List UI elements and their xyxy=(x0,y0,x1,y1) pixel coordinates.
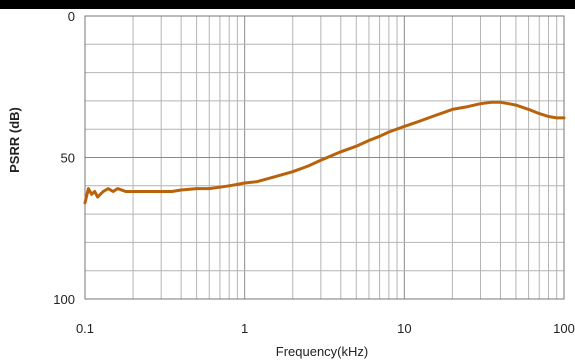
plot-frame xyxy=(84,15,565,300)
x-axis-label: Frequency(kHz) xyxy=(276,344,368,359)
psrr-series-line xyxy=(83,100,566,205)
top-border-bar xyxy=(0,0,575,9)
tick-labels: 0.1 1 10 100 0 50 100 xyxy=(53,9,575,336)
grid xyxy=(84,15,565,300)
y-tick-label: 0 xyxy=(68,9,75,24)
x-tick-label: 1 xyxy=(241,321,248,336)
series-group xyxy=(83,100,566,205)
y-tick-label: 100 xyxy=(53,292,75,307)
x-tick-label: 100 xyxy=(553,321,575,336)
x-tick-label: 0.1 xyxy=(76,321,94,336)
y-tick-label: 50 xyxy=(61,151,75,166)
y-axis-label: PSRR (dB) xyxy=(7,107,22,173)
x-tick-label: 10 xyxy=(397,321,411,336)
